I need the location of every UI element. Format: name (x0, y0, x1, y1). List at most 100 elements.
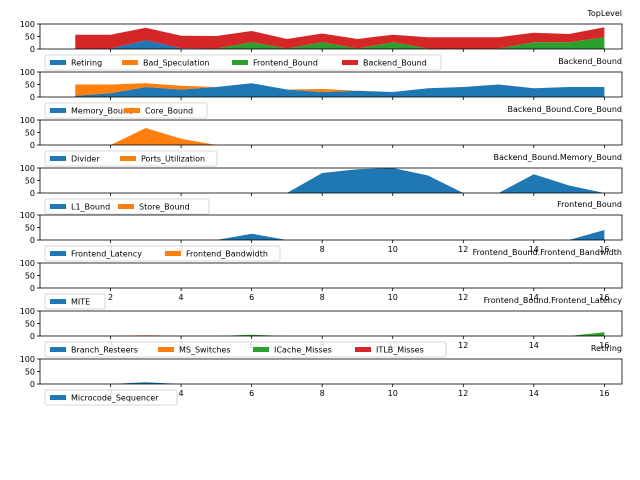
y-tick-label: 100 (20, 259, 35, 268)
y-tick-label: 0 (30, 332, 35, 341)
area-Core_Bound (75, 83, 605, 96)
y-tick-label: 0 (30, 380, 35, 389)
legend: MITE (44, 293, 106, 310)
legend-frame (44, 389, 178, 406)
y-tick-label: 50 (25, 224, 35, 233)
legend-swatch (122, 60, 138, 65)
subplot-3: 0 50 100 Backend_Bound.Memory_Bound L1_Bound… (20, 153, 623, 215)
y-tick-label: 0 (30, 45, 35, 54)
x-tick-label: 16 (599, 341, 609, 350)
axes-frame (39, 262, 623, 289)
legend-entry: Memory_Bound (71, 107, 133, 116)
legend: Frontend_Latency Frontend_Bandwidth (44, 245, 281, 262)
y-tick-label: 0 (30, 189, 35, 198)
x-tick-label: 10 (388, 293, 398, 302)
y-tick-label: 100 (20, 355, 35, 364)
legend-swatch (50, 299, 66, 304)
legend-entry: Backend_Bound (363, 59, 427, 68)
x-tick-label: 6 (249, 389, 254, 398)
area-Frontend_Bound (75, 37, 605, 49)
x-tick-label: 14 (529, 341, 539, 350)
legend-frame (44, 293, 106, 310)
x-tick-label: 16 (599, 245, 609, 254)
y-tick-label: 0 (30, 141, 35, 150)
x-tick-label: 16 (599, 293, 609, 302)
legend-entry: Frontend_Bandwidth (186, 250, 268, 259)
legend-swatch (50, 347, 66, 352)
legend-frame (44, 341, 447, 358)
legend-swatch (158, 347, 174, 352)
area-Backend_Bound (75, 27, 605, 49)
legend-entry: MITE (71, 298, 90, 307)
x-tick-label: 16 (599, 389, 609, 398)
y-tick-label: 50 (25, 33, 35, 42)
subplot-2: 0 50 100 Backend_Bound.Core_Bound Divider Por… (20, 105, 623, 167)
subplot-title: TopLevel (586, 9, 622, 18)
legend-entry: Core_Bound (145, 107, 193, 116)
x-tick-label: 14 (529, 245, 539, 254)
legend-swatch (118, 204, 134, 209)
legend-entry: Branch_Resteers (71, 346, 138, 355)
x-tick-label: 10 (388, 245, 398, 254)
y-tick-label: 50 (25, 320, 35, 329)
legend-swatch (50, 395, 66, 400)
area-Memory_Bound (75, 83, 605, 97)
y-tick-label: 100 (20, 68, 35, 77)
subplot-title: Frontend_Bound (557, 200, 622, 209)
axes-frame (39, 214, 623, 241)
subplot-7: 050100246810121416RetiringMicrocode_Sequ… (20, 344, 623, 406)
x-tick-label: 12 (458, 293, 468, 302)
legend-swatch (253, 347, 269, 352)
legend-entry: Frontend_Bound (253, 59, 318, 68)
area-Frontend_Bandwidth (75, 230, 605, 240)
x-tick-label: 10 (388, 389, 398, 398)
subplot-title: Backend_Bound (558, 57, 622, 66)
subplot-6: 050100246810121416Frontend_Bound.Fronten… (20, 296, 623, 358)
legend-swatch (50, 251, 66, 256)
x-tick-label: 4 (179, 293, 184, 302)
y-tick-label: 50 (25, 129, 35, 138)
area-L1_Bound (75, 168, 605, 193)
axes-frame (39, 358, 623, 385)
x-tick-label: 6 (249, 293, 254, 302)
subplot-4: 050100246810121416Frontend_BoundFrontend… (20, 200, 623, 262)
y-tick-label: 100 (20, 164, 35, 173)
legend-entry: Store_Bound (139, 203, 190, 212)
legend-entry: Bad_Speculation (143, 59, 209, 68)
legend-swatch (232, 60, 248, 65)
area-Ports_Utilization (75, 128, 605, 145)
x-tick-label: 8 (320, 293, 325, 302)
x-tick-label: 12 (458, 389, 468, 398)
legend-swatch (50, 108, 66, 113)
axes-frame (39, 310, 623, 337)
legend-entry: Ports_Utilization (141, 155, 205, 164)
legend-swatch (355, 347, 371, 352)
legend-entry: Divider (71, 155, 100, 164)
subplot-title: Retiring (591, 344, 622, 353)
y-tick-label: 50 (25, 81, 35, 90)
y-tick-label: 50 (25, 272, 35, 281)
legend-swatch (50, 60, 66, 65)
legend-entry: ITLB_Misses (376, 346, 424, 355)
y-tick-label: 100 (20, 20, 35, 29)
x-tick-label: 2 (108, 293, 113, 302)
legend-entry: Retiring (71, 59, 102, 68)
y-tick-label: 0 (30, 93, 35, 102)
x-tick-label: 14 (529, 293, 539, 302)
area-Retiring (75, 40, 605, 49)
y-tick-label: 100 (20, 116, 35, 125)
legend-swatch (50, 156, 66, 161)
y-tick-label: 50 (25, 368, 35, 377)
x-tick-label: 8 (320, 389, 325, 398)
y-tick-label: 0 (30, 236, 35, 245)
subplot-0: 0 50 100 TopLevel Retiring Bad_Speculation Fro… (20, 9, 623, 71)
y-tick-label: 100 (20, 211, 35, 220)
legend: Retiring Bad_Speculation Frontend_Bound Bac… (44, 54, 442, 71)
legend-swatch (124, 108, 140, 113)
legend-entry: ICache_Misses (274, 346, 332, 355)
area-Frontend_Latency (75, 230, 605, 240)
legend-entry: L1_Bound (71, 203, 110, 212)
y-tick-label: 0 (30, 284, 35, 293)
subplot-title: Backend_Bound.Memory_Bound (494, 153, 623, 162)
